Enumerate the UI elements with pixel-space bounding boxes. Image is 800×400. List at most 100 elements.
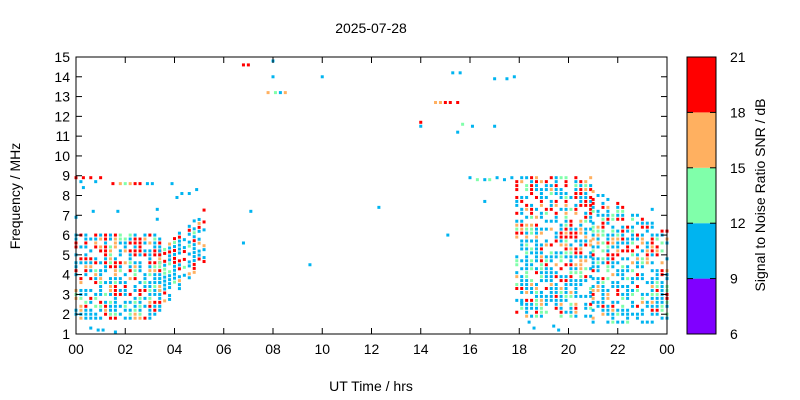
- data-point: [569, 219, 573, 223]
- data-point: [611, 273, 615, 277]
- data-point: [530, 227, 534, 231]
- data-point: [192, 266, 196, 270]
- data-point: [182, 265, 186, 269]
- data-point: [79, 281, 83, 285]
- data-point: [591, 190, 595, 194]
- data-point: [584, 243, 588, 247]
- data-point: [574, 239, 578, 243]
- data-point: [645, 249, 649, 253]
- data-point: [470, 124, 474, 128]
- data-point: [108, 237, 112, 241]
- data-point: [202, 228, 206, 232]
- data-point: [128, 261, 132, 265]
- data-point: [626, 265, 630, 269]
- data-point: [650, 277, 654, 281]
- data-point: [153, 281, 157, 285]
- data-point: [621, 304, 625, 308]
- data-point: [606, 296, 610, 300]
- data-point: [133, 304, 137, 308]
- data-point: [377, 205, 381, 209]
- data-point: [616, 245, 620, 249]
- data-point: [138, 253, 142, 257]
- data-point: [534, 251, 538, 255]
- data-point: [168, 242, 172, 246]
- data-point: [559, 302, 563, 306]
- data-point: [569, 247, 573, 251]
- data-point: [660, 249, 664, 253]
- data-point: [118, 253, 122, 257]
- data-point: [539, 243, 543, 247]
- data-point: [640, 296, 644, 300]
- data-point: [94, 257, 98, 261]
- data-point: [655, 296, 659, 300]
- data-point: [559, 255, 563, 259]
- data-point: [99, 245, 103, 249]
- data-point: [650, 288, 654, 292]
- data-point: [241, 63, 245, 67]
- data-point: [645, 292, 649, 296]
- data-point: [626, 257, 630, 261]
- data-point: [621, 249, 625, 253]
- data-point: [539, 294, 543, 298]
- data-point: [79, 277, 83, 281]
- data-point: [589, 243, 593, 247]
- data-point: [461, 122, 465, 126]
- x-tick-label: 02: [117, 341, 133, 357]
- data-point: [84, 265, 88, 269]
- y-tick-label: 3: [62, 286, 70, 302]
- data-point: [128, 237, 132, 241]
- data-point: [574, 203, 578, 207]
- data-point: [158, 257, 162, 261]
- data-point: [197, 217, 201, 221]
- data-point: [660, 261, 664, 265]
- data-point: [611, 225, 615, 229]
- data-point: [271, 75, 275, 79]
- data-point: [626, 249, 630, 253]
- data-point: [589, 184, 593, 188]
- data-point: [84, 292, 88, 296]
- data-point: [113, 241, 117, 245]
- data-point: [596, 300, 600, 304]
- data-point: [564, 239, 568, 243]
- data-point: [589, 251, 593, 255]
- data-point: [554, 286, 558, 290]
- data-point: [192, 219, 196, 223]
- data-point: [525, 275, 529, 279]
- data-point: [589, 294, 593, 298]
- data-point: [544, 195, 548, 199]
- data-point: [596, 257, 600, 261]
- data-point: [493, 124, 497, 128]
- data-point: [520, 298, 524, 302]
- data-point: [616, 201, 620, 205]
- data-point: [448, 101, 452, 105]
- data-point: [99, 304, 103, 308]
- data-point: [170, 182, 174, 186]
- data-point: [579, 247, 583, 251]
- data-point: [574, 227, 578, 231]
- data-point: [544, 271, 548, 275]
- data-point: [168, 282, 172, 286]
- data-point: [559, 188, 563, 192]
- data-point: [569, 314, 573, 318]
- data-point: [584, 255, 588, 259]
- data-point: [148, 253, 152, 257]
- data-point: [640, 233, 644, 237]
- data-point: [520, 286, 524, 290]
- data-point: [650, 241, 654, 245]
- data-point: [148, 285, 152, 289]
- colorbar-tick-label: 9: [730, 271, 738, 287]
- colorbar-bin: [687, 167, 716, 224]
- data-point: [557, 328, 561, 332]
- colorbar-tick-label: 15: [730, 160, 746, 176]
- data-point: [113, 257, 117, 261]
- data-point: [601, 277, 605, 281]
- data-point: [611, 229, 615, 233]
- data-point: [559, 195, 563, 199]
- data-point: [591, 285, 595, 289]
- data-point: [611, 265, 615, 269]
- data-point: [108, 249, 112, 253]
- data-point: [660, 285, 664, 289]
- data-point: [94, 296, 98, 300]
- data-point: [554, 294, 558, 298]
- data-point: [530, 180, 534, 184]
